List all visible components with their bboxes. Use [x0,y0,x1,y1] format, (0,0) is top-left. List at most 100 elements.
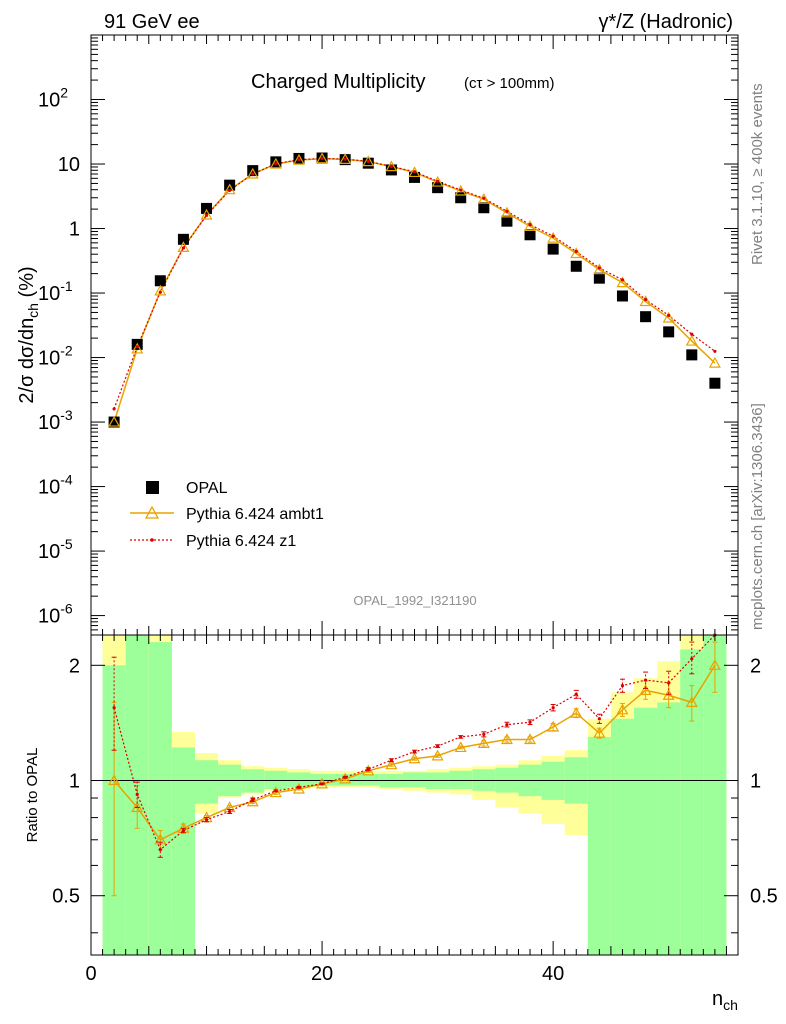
main-x-axis-ticks [90,35,739,635]
y-tick-base: 10 [38,412,60,434]
y-tick-base: 10 [38,90,60,112]
y-label-main-text: 2/σ dσ/dn [16,318,38,404]
x-tick-label: 20 [311,963,333,985]
ratio-point-ambt1 [385,758,398,770]
opal-data-point [362,157,374,169]
z1-data-point [112,407,116,411]
ratio-point-ambt1 [454,741,467,753]
ratio-y-tick-label-right: 0.5 [750,886,778,908]
y-tick-exponent: 2 [60,85,68,101]
x-axis-label: nch [712,988,738,1013]
y-tick-label: 10-5 [38,536,73,563]
opal-data-point [270,156,282,168]
ratio-point-z1 [297,785,301,789]
ratio-data-series [108,633,721,897]
ambt1-data-point [269,157,282,169]
z1-data-point [389,164,393,168]
y-tick-exponent: -2 [60,343,73,359]
ratio-point-z1 [574,692,578,696]
ambt1-data-point [108,415,121,427]
ambt1-data-point [292,153,305,165]
z1-data-point [158,290,162,294]
ambt1-data-point [131,342,144,354]
ratio-point-ambt1 [547,720,560,732]
ratio-point-z1 [505,722,509,727]
z1-data-point [713,349,717,353]
y-label-subscript: ch [25,303,41,318]
ratio-point-z1 [436,744,440,748]
ambt1-data-point [662,311,675,323]
process-type-label: γ*/Z (Hadronic) [599,11,733,33]
z1-data-point [690,332,694,336]
y-tick-exponent: -3 [60,407,73,423]
ratio-point-ambt1 [639,684,652,695]
ratio-point-z1 [366,767,370,771]
ambt1-data-point [223,183,236,195]
rivet-version-label: Rivet 3.1.10, ≥ 400k events [749,83,766,265]
ambt1-data-point [362,155,375,167]
opal-data-point [409,171,420,183]
opal-data-point [501,215,513,227]
ratio-point-ambt1 [108,774,121,786]
y-tick-base: 10 [38,606,60,628]
y-label-unit: (%) [16,266,38,303]
z1-data-point [135,345,139,349]
z1-data-point [228,188,232,192]
z1-data-point [643,298,648,302]
opal-data-point [547,243,559,255]
plot-title-note: (cτ > 100mm) [464,75,555,92]
ambt1-data-point [593,263,606,275]
ratio-point-z1 [228,809,232,814]
ratio-y-tick-label-right: 2 [750,655,761,677]
z1-data-point [297,158,301,162]
z1-data-point [181,246,186,250]
y-tick-exponent: -4 [60,472,73,488]
ratio-point-ambt1 [408,752,421,764]
opal-data-point [686,349,698,361]
y-tick-exponent: -1 [60,278,73,294]
ratio-point-ambt1 [477,737,490,749]
ambt1-data-point [454,184,467,196]
opal-data-point [616,290,628,302]
opal-data-point [478,202,490,214]
ratio-plot-panel: 0.5 0.5 1 1 2 2 0 20 40 Ratio to OPAL nch [24,633,778,1013]
ratio-point-z1 [181,828,186,833]
z1-data-point [574,249,578,254]
ratio-y-axis-label: Ratio to OPAL [24,748,41,843]
opal-data-point [177,233,189,245]
ratio-point-ambt1 [431,749,444,761]
z1-data-point [274,162,278,166]
ratio-point-ambt1 [570,706,583,718]
ambt1-data-point [547,231,560,243]
y-tick-label: 10-1 [38,278,73,305]
mcplots-reference-label: mcplots.cern.ch [arXiv:1306.3436] [749,403,766,630]
ambt1-data-point [408,166,421,178]
ambt1-data-point [477,192,490,204]
z1-data-point [320,156,324,161]
y-tick-base: 10 [38,348,60,370]
ratio-point-z1 [158,847,162,852]
uncertainty-bands [102,635,727,955]
ratio-point-z1 [412,749,417,754]
opal-data-point [108,416,120,428]
y-tick-exponent: -6 [60,601,73,617]
ambt1-data-point [385,160,398,172]
ambt1-data-point [431,175,444,187]
inner-uncertainty-band [634,707,658,955]
z1-data-point [251,172,255,176]
y-tick-base: 10 [38,477,60,499]
ambt1-data-point [177,241,190,252]
legend-label-ambt1: Pythia 6.424 ambt1 [186,506,324,523]
y-tick-label: 10-4 [38,472,73,499]
ratio-point-z1 [274,789,278,793]
z1-data-point [436,179,440,183]
opal-data-point [201,202,213,214]
ambt1-data-point [616,276,629,288]
ratio-y-tick-label: 2 [69,655,80,677]
ratio-point-ambt1 [708,659,721,670]
ratio-point-z1 [320,782,324,786]
opal-data-point [432,182,444,194]
